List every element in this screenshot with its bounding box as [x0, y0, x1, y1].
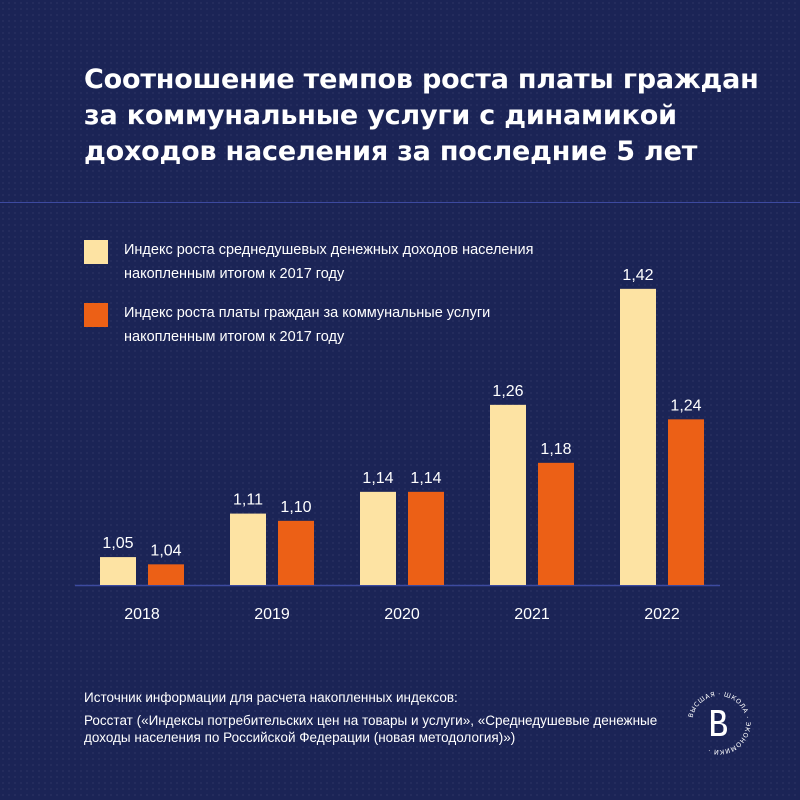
- hse-logo-icon: ВЫСШАЯ · ШКОЛА · ЭКОНОМИКИ ·: [687, 690, 752, 756]
- data-label-utilities-2022: 1,24: [670, 397, 701, 414]
- data-label-income-2020: 1,14: [362, 470, 393, 487]
- legend-label-income: Индекс роста среднедушевых денежных дохо…: [124, 242, 534, 282]
- bar-income-2021: [490, 404, 526, 585]
- legend-item-utilities: Индекс роста платы граждан за коммунальн…: [84, 301, 544, 349]
- divider: [0, 202, 800, 203]
- legend-swatch-income: [84, 240, 108, 264]
- bar-income-2020: [360, 491, 396, 585]
- data-label-utilities-2019: 1,10: [280, 499, 311, 516]
- bar-utilities-2021: [538, 462, 574, 585]
- data-label-income-2022: 1,42: [622, 267, 653, 284]
- x-tick-label-2022: 2022: [644, 606, 680, 623]
- page-title: Соотношение темпов роста платы граждан з…: [84, 64, 759, 167]
- data-label-utilities-2018: 1,04: [150, 542, 181, 559]
- bar-utilities-2018: [148, 564, 184, 585]
- bar-utilities-2022: [668, 419, 704, 585]
- x-tick-label-2021: 2021: [514, 606, 550, 623]
- source-text: Росстат («Индексы потребительских цен на…: [84, 713, 658, 745]
- x-tick-label-2019: 2019: [254, 606, 290, 623]
- bar-income-2022: [620, 288, 656, 585]
- legend-swatch-utilities: [84, 303, 108, 327]
- data-label-income-2021: 1,26: [492, 383, 523, 400]
- x-tick-label-2020: 2020: [384, 606, 420, 623]
- data-label-utilities-2021: 1,18: [540, 441, 571, 458]
- source-note: Источник информации для расчета накоплен…: [84, 689, 674, 746]
- data-label-income-2018: 1,05: [102, 535, 133, 552]
- bar-income-2019: [230, 513, 266, 585]
- bar-income-2018: [100, 557, 136, 585]
- data-label-utilities-2020: 1,14: [410, 470, 441, 487]
- logo-letter: [711, 710, 727, 736]
- bar-utilities-2019: [278, 520, 314, 585]
- legend-label-utilities: Индекс роста платы граждан за коммунальн…: [124, 305, 491, 345]
- bar-utilities-2020: [408, 491, 444, 585]
- x-tick-label-2018: 2018: [124, 606, 160, 623]
- source-heading: Источник информации для расчета накоплен…: [84, 690, 458, 705]
- data-label-income-2019: 1,11: [233, 492, 263, 509]
- legend-item-income: Индекс роста среднедушевых денежных дохо…: [84, 238, 544, 286]
